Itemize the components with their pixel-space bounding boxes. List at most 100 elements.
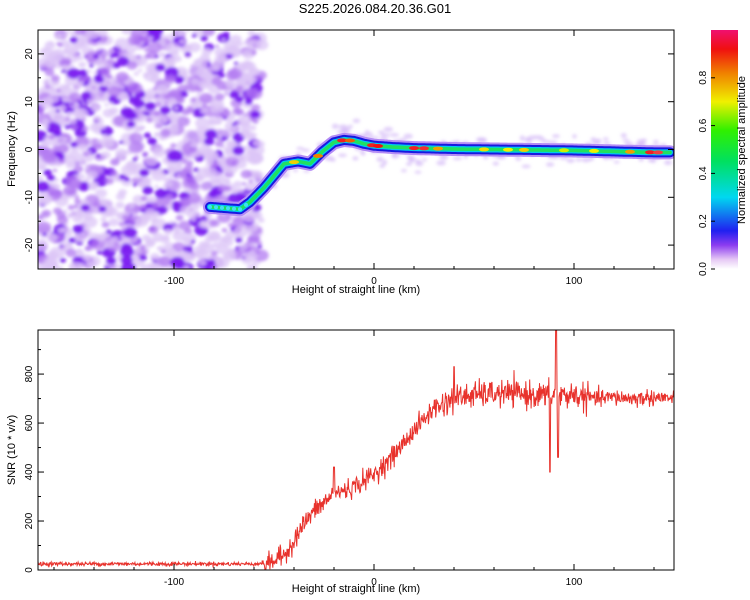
ridge-halo-blob — [408, 158, 415, 163]
ridge-dot — [244, 202, 248, 207]
noise-blob — [182, 265, 190, 269]
noise-blob — [210, 103, 225, 114]
noise-blob — [140, 41, 144, 45]
noise-blob — [147, 137, 157, 145]
noise-blob — [112, 62, 121, 69]
noise-blob — [124, 177, 130, 182]
noise-blob — [165, 74, 176, 84]
noise-blob — [200, 107, 208, 114]
noise-blob — [120, 107, 134, 118]
colorbar: 0.0 0.2 0.4 0.6 0.8 Normalized spectral ampl… — [698, 30, 748, 276]
noise-blob — [134, 248, 142, 254]
noise-blob — [207, 230, 221, 242]
noise-blob — [221, 228, 228, 233]
noise-blob — [140, 195, 149, 202]
spectrogram-x-label: Height of straight line (km) — [292, 284, 420, 296]
noise-blob — [42, 124, 50, 130]
spectrogram-ridge — [203, 132, 674, 217]
noise-blob — [59, 158, 66, 165]
noise-blob — [85, 51, 100, 62]
ridge-hotspot — [289, 160, 299, 165]
noise-blob — [247, 30, 256, 37]
noise-blob — [52, 145, 60, 152]
ridge-halo-blob — [596, 138, 602, 142]
noise-blob — [42, 232, 47, 237]
noise-blob — [255, 39, 269, 51]
x-tick-label: -100 — [164, 577, 184, 588]
noise-blob — [225, 230, 236, 240]
noise-blob — [38, 98, 53, 110]
noise-blob — [198, 79, 212, 90]
noise-blob — [241, 94, 246, 98]
noise-blob — [43, 256, 59, 269]
ridge-halo-blob — [383, 126, 394, 132]
noise-blob — [232, 146, 245, 156]
noise-blob — [102, 49, 107, 53]
noise-blob — [107, 86, 122, 97]
noise-blob — [154, 184, 160, 189]
noise-blob — [121, 164, 137, 177]
noise-blob — [215, 120, 222, 125]
noise-blob — [143, 132, 151, 139]
ridge-halo-blob — [581, 157, 591, 163]
noise-blob — [210, 250, 218, 256]
noise-blob — [139, 254, 148, 261]
noise-blob — [93, 115, 102, 122]
noise-blob — [104, 177, 114, 185]
noise-blob — [84, 177, 90, 182]
noise-blob — [54, 33, 63, 40]
noise-blob — [128, 132, 144, 144]
noise-blob — [50, 74, 60, 82]
ridge-halo-blob — [296, 146, 304, 150]
noise-blob — [246, 263, 258, 269]
ridge-halo-blob — [293, 168, 298, 173]
y-tick-label: -20 — [24, 237, 35, 252]
noise-blob — [229, 90, 240, 99]
noise-blob — [251, 153, 264, 164]
noise-blob — [191, 33, 197, 38]
noise-blob — [74, 233, 87, 243]
noise-blob — [252, 133, 258, 137]
noise-blob — [84, 246, 91, 251]
ridge-hotspot — [373, 144, 383, 148]
noise-blob — [257, 217, 265, 223]
noise-blob — [155, 63, 166, 72]
noise-blob — [242, 145, 250, 151]
noise-blob — [155, 85, 170, 96]
noise-blob — [190, 141, 200, 149]
noise-blob — [156, 206, 168, 214]
ridge-hotspot — [519, 147, 529, 152]
noise-blob — [251, 234, 261, 242]
noise-blob — [240, 129, 251, 137]
noise-blob — [82, 216, 98, 228]
ridge-halo-blob — [515, 156, 522, 161]
noise-blob — [156, 246, 162, 250]
spectrogram-y-label: Frequency (Hz) — [6, 111, 18, 187]
noise-blob — [86, 69, 92, 74]
noise-blob — [190, 97, 197, 103]
noise-blob — [56, 233, 65, 241]
noise-blob — [186, 210, 198, 219]
noise-blob — [38, 214, 44, 220]
ridge-halo-blob — [664, 160, 672, 166]
noise-blob — [187, 192, 202, 204]
noise-blob — [200, 215, 207, 221]
noise-blob — [98, 206, 107, 213]
noise-blob — [86, 83, 100, 94]
noise-blob — [256, 240, 263, 246]
ridge-halo-blob — [415, 160, 424, 167]
noise-blob — [153, 132, 160, 137]
ridge-halo-blob — [590, 137, 597, 143]
noise-blob — [41, 209, 52, 218]
noise-blob — [139, 203, 147, 210]
noise-blob — [179, 39, 186, 45]
snr-panel: -100 0 100 0 200 400 600 800 Height of straight… — [6, 329, 675, 595]
noise-blob — [145, 238, 156, 247]
noise-blob — [109, 158, 120, 166]
noise-blob — [235, 237, 243, 243]
ridge-halo-blob — [374, 135, 379, 140]
noise-blob — [91, 105, 100, 112]
noise-blob — [154, 122, 163, 129]
noise-blob — [155, 115, 168, 125]
